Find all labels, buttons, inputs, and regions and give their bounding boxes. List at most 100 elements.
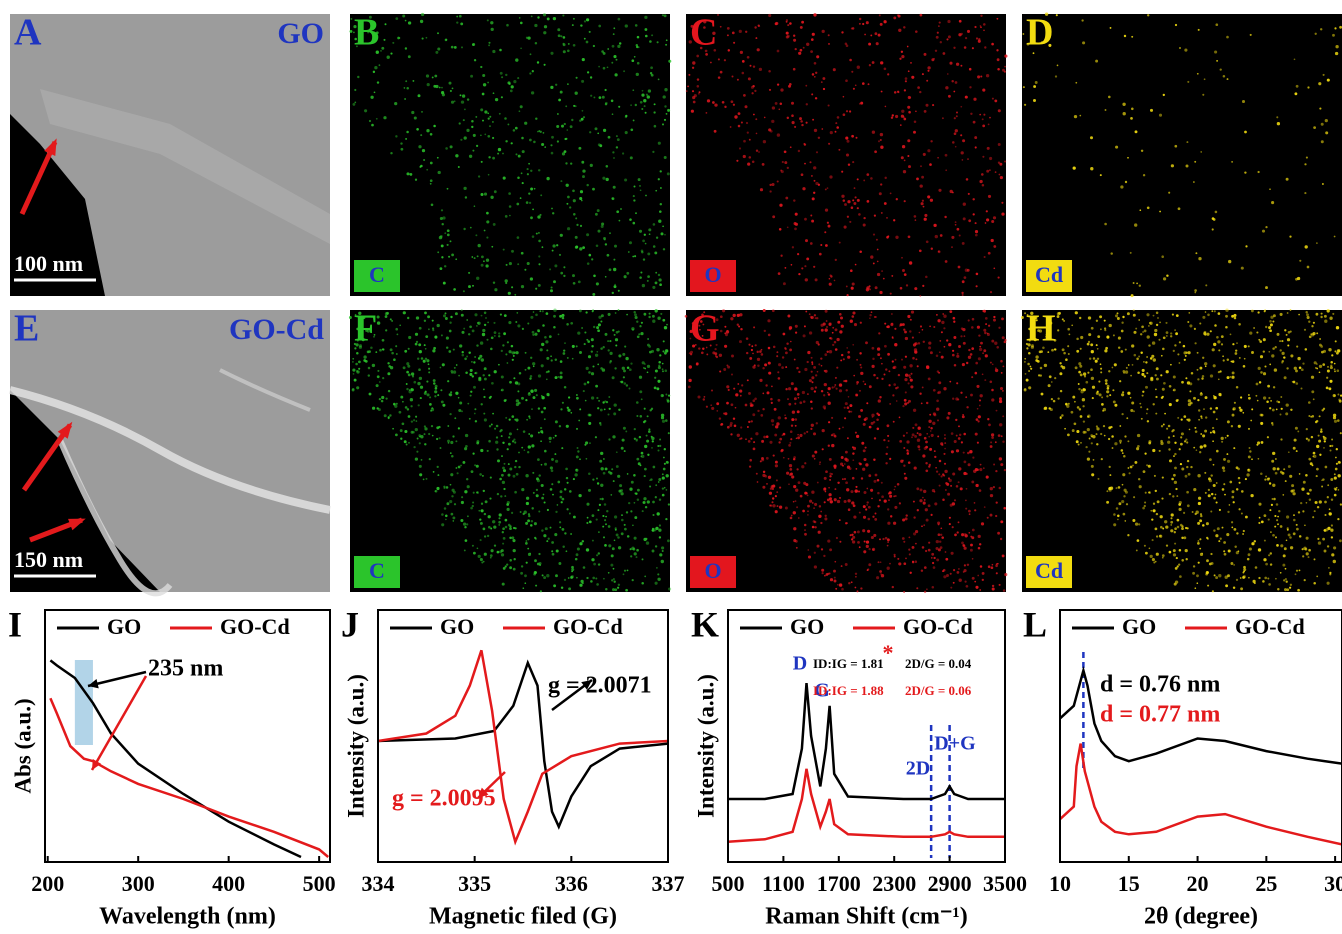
element-signal xyxy=(939,340,941,342)
element-signal xyxy=(1218,378,1220,380)
element-signal xyxy=(659,439,661,441)
element-signal xyxy=(424,312,427,315)
element-signal xyxy=(811,357,813,359)
element-signal xyxy=(786,19,788,21)
element-signal xyxy=(505,279,508,282)
element-signal xyxy=(554,264,557,267)
element-signal xyxy=(1231,161,1233,163)
element-signal xyxy=(1318,440,1321,443)
element-signal xyxy=(1313,322,1315,324)
element-signal xyxy=(987,418,989,420)
element-signal xyxy=(628,251,630,253)
element-signal xyxy=(509,83,511,85)
element-signal xyxy=(1334,370,1336,372)
element-signal xyxy=(535,288,537,290)
element-signal xyxy=(522,150,525,153)
element-signal xyxy=(1316,576,1318,578)
element-signal xyxy=(521,172,523,174)
element-signal xyxy=(1260,355,1263,358)
element-signal xyxy=(445,39,448,42)
element-signal xyxy=(1260,422,1263,425)
element-signal xyxy=(477,255,479,257)
element-signal xyxy=(878,34,881,37)
element-signal xyxy=(1121,330,1124,333)
element-signal xyxy=(1285,480,1287,482)
element-signal xyxy=(937,419,939,421)
element-signal xyxy=(811,371,813,373)
element-signal xyxy=(996,18,998,20)
element-signal xyxy=(406,444,408,446)
element-signal xyxy=(1276,116,1278,118)
element-signal xyxy=(943,575,946,578)
element-signal xyxy=(374,66,377,69)
element-signal xyxy=(515,127,518,130)
element-signal xyxy=(1166,428,1168,430)
element-signal xyxy=(626,272,629,275)
element-signal xyxy=(1210,374,1213,377)
element-signal xyxy=(1207,314,1210,317)
element-signal xyxy=(1319,365,1322,368)
element-signal xyxy=(1146,408,1148,410)
element-signal xyxy=(1249,331,1252,334)
micrograph-panel: GO-Cd150 nmE xyxy=(10,308,330,594)
element-signal xyxy=(688,379,691,382)
element-signal xyxy=(664,105,666,107)
element-signal xyxy=(1104,223,1107,226)
element-signal xyxy=(598,66,600,68)
element-signal xyxy=(662,420,665,423)
element-signal xyxy=(996,410,998,412)
element-signal xyxy=(608,572,610,574)
x-tick-label: 337 xyxy=(652,871,685,896)
element-signal xyxy=(439,437,441,439)
element-signal xyxy=(1156,535,1158,537)
element-signal xyxy=(921,202,924,205)
element-signal xyxy=(835,588,837,590)
element-signal xyxy=(1220,370,1222,372)
element-signal xyxy=(1079,408,1081,410)
element-signal xyxy=(733,314,736,317)
element-signal xyxy=(1327,496,1329,498)
element-signal xyxy=(789,464,792,467)
element-signal xyxy=(775,495,777,497)
element-signal xyxy=(490,396,492,398)
element-signal xyxy=(421,459,423,461)
element-signal xyxy=(922,200,924,202)
element-signal xyxy=(842,427,844,429)
element-signal xyxy=(714,103,717,106)
element-signal xyxy=(1299,260,1301,262)
element-signal xyxy=(814,390,816,392)
element-signal xyxy=(1233,564,1235,566)
element-signal xyxy=(989,117,991,119)
element-signal xyxy=(492,520,495,523)
element-signal xyxy=(852,27,855,30)
element-signal xyxy=(541,343,544,346)
element-signal xyxy=(771,485,774,488)
element-signal xyxy=(1265,286,1268,289)
element-signal xyxy=(402,401,404,403)
element-signal xyxy=(1096,427,1099,430)
element-signal xyxy=(743,140,746,143)
element-signal xyxy=(905,80,907,82)
element-signal xyxy=(983,114,985,116)
element-signal xyxy=(456,16,458,18)
element-signal xyxy=(1324,320,1327,323)
element-signal xyxy=(922,386,924,388)
element-signal xyxy=(866,488,868,490)
element-signal xyxy=(597,364,599,366)
element-signal xyxy=(613,268,616,271)
element-signal xyxy=(893,522,896,525)
element-signal xyxy=(944,216,946,218)
element-signal xyxy=(474,205,476,207)
element-signal xyxy=(1068,403,1070,405)
element-signal xyxy=(1068,353,1070,355)
element-signal xyxy=(613,27,615,29)
element-signal xyxy=(907,46,909,48)
element-signal xyxy=(878,140,880,142)
element-signal xyxy=(651,447,653,449)
element-signal xyxy=(870,255,873,258)
element-signal xyxy=(944,346,946,348)
element-signal xyxy=(753,65,755,67)
element-signal xyxy=(395,328,398,331)
element-signal xyxy=(406,371,409,374)
element-signal xyxy=(956,63,959,66)
